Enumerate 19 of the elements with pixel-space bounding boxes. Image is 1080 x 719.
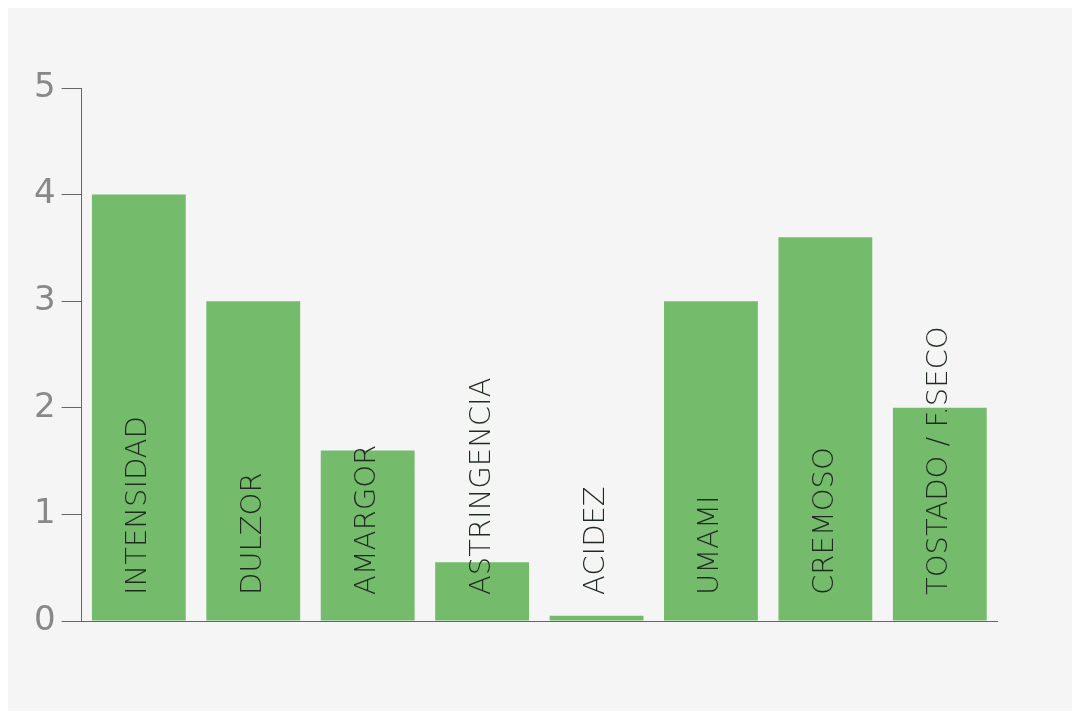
bar [91,194,186,621]
bar [778,237,873,621]
y-tick-label: 2 [33,384,56,425]
x-tick-label: ACIDEZ [577,486,612,595]
x-tick-label: TOSTADO / F.SECO [920,326,955,595]
x-tick-label: UMAMI [691,495,726,595]
y-tick-label: 4 [33,171,56,212]
bar [664,301,758,621]
y-tick-label: 0 [33,597,56,638]
x-tick-label: AMARGOR [348,444,383,595]
x-tick-label: CREMOSO [805,447,840,595]
y-tick-label: 1 [33,491,56,532]
bar [549,615,644,621]
x-tick-label: INTENSIDAD [119,416,154,595]
y-tick-label: 5 [33,64,56,105]
y-tick-label: 3 [33,278,56,319]
bar [206,301,301,621]
x-tick-label: DULZOR [233,472,268,595]
x-tick-label: ASTRINGENCIA [462,377,497,595]
